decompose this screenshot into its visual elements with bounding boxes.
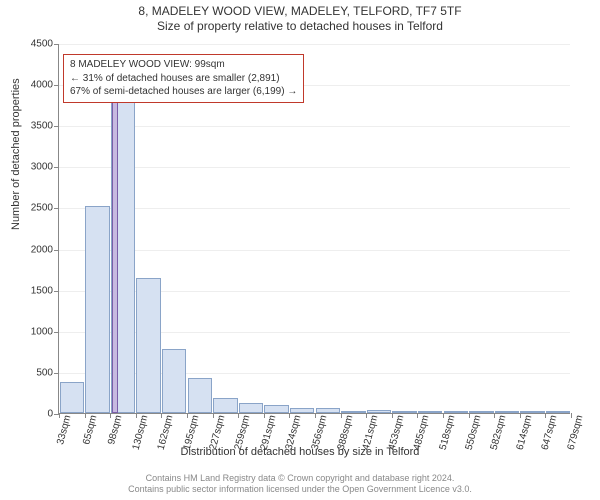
annotation-box: 8 MADELEY WOOD VIEW: 99sqm ← 31% of deta… — [63, 54, 304, 103]
annotation-line1: 8 MADELEY WOOD VIEW: 99sqm — [70, 58, 297, 72]
y-tick-label: 1500 — [31, 285, 59, 296]
histogram-bar — [495, 411, 520, 413]
chart-plot: 05001000150020002500300035004000450033sq… — [58, 44, 570, 414]
histogram-bar — [162, 349, 187, 413]
footer-line2: Contains public sector information licen… — [0, 484, 600, 496]
footer-attribution: Contains HM Land Registry data © Crown c… — [0, 473, 600, 496]
y-tick-label: 1000 — [31, 326, 59, 337]
y-tick-label: 2500 — [31, 203, 59, 214]
y-tick-label: 3000 — [31, 162, 59, 173]
histogram-bar — [316, 408, 341, 413]
chart-title-subtitle: Size of property relative to detached ho… — [0, 19, 600, 34]
histogram-bar — [85, 206, 110, 413]
y-tick-label: 3500 — [31, 121, 59, 132]
footer-line1: Contains HM Land Registry data © Crown c… — [0, 473, 600, 485]
histogram-bar — [188, 378, 213, 413]
chart-title-block: 8, MADELEY WOOD VIEW, MADELEY, TELFORD, … — [0, 0, 600, 34]
chart-title-address: 8, MADELEY WOOD VIEW, MADELEY, TELFORD, … — [0, 4, 600, 19]
annotation-line3: 67% of semi-detached houses are larger (… — [70, 85, 297, 99]
y-tick-label: 4000 — [31, 80, 59, 91]
histogram-bar — [444, 411, 469, 413]
histogram-bar — [367, 410, 392, 413]
histogram-bar — [469, 411, 494, 413]
histogram-bar — [341, 411, 366, 413]
y-tick-label: 4500 — [31, 39, 59, 50]
histogram-bar — [60, 382, 85, 413]
highlight-bar — [112, 99, 118, 413]
x-tick-label: 98sqm — [102, 413, 124, 446]
histogram-bar — [546, 411, 571, 413]
histogram-bar — [392, 411, 417, 413]
histogram-bar — [418, 411, 443, 413]
y-tick-label: 2000 — [31, 244, 59, 255]
histogram-bar — [136, 278, 161, 413]
x-axis-label: Distribution of detached houses by size … — [0, 446, 600, 458]
histogram-bar — [520, 411, 545, 413]
histogram-bar — [290, 408, 315, 413]
y-axis-label: Number of detached properties — [10, 78, 22, 230]
y-tick-label: 500 — [36, 367, 59, 378]
histogram-bar — [264, 405, 289, 413]
annotation-line2: ← 31% of detached houses are smaller (2,… — [70, 72, 297, 86]
histogram-bar — [213, 398, 238, 413]
x-tick-label: 65sqm — [77, 413, 99, 446]
histogram-bar — [239, 403, 264, 413]
